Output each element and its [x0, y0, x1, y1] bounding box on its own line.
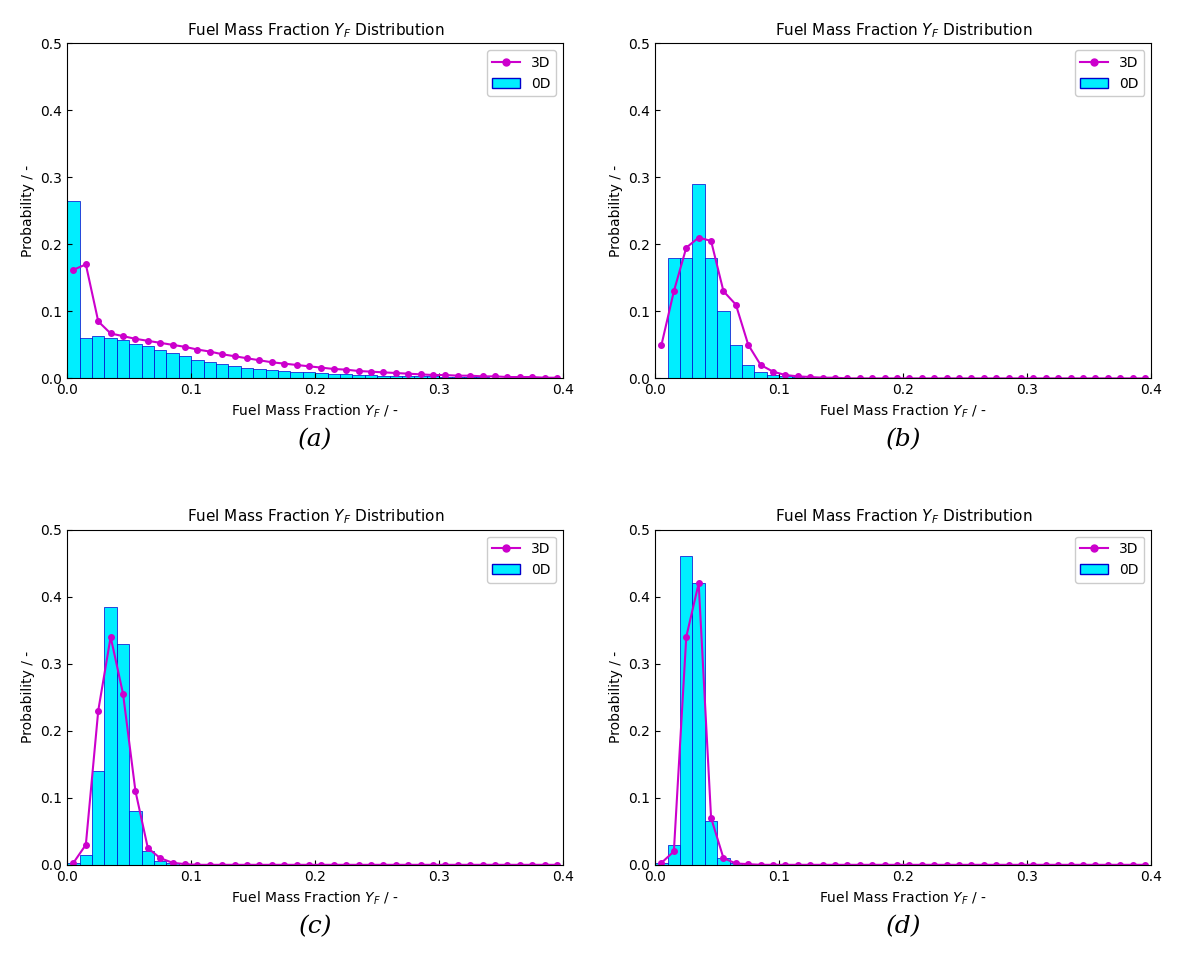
Text: (b): (b)	[886, 429, 922, 452]
X-axis label: Fuel Mass Fraction $Y_F$ / -: Fuel Mass Fraction $Y_F$ / -	[820, 403, 988, 420]
Bar	[228, 366, 241, 379]
Y-axis label: Probability / -: Probability / -	[609, 165, 623, 257]
Text: (d): (d)	[886, 915, 922, 938]
Bar	[328, 374, 340, 379]
Bar	[92, 771, 104, 865]
Title: Fuel Mass Fraction $Y_F$ Distribution: Fuel Mass Fraction $Y_F$ Distribution	[187, 21, 444, 39]
Bar	[655, 863, 667, 865]
Title: Fuel Mass Fraction $Y_F$ Distribution: Fuel Mass Fraction $Y_F$ Distribution	[187, 507, 444, 526]
Bar	[266, 370, 278, 379]
Bar	[755, 372, 767, 379]
Bar	[117, 340, 129, 379]
Bar	[104, 607, 117, 865]
Bar	[203, 363, 216, 379]
Bar	[117, 643, 129, 865]
Bar	[303, 372, 315, 379]
Bar	[79, 339, 92, 379]
Bar	[717, 858, 730, 865]
Bar	[67, 863, 79, 865]
Legend: 3D, 0D: 3D, 0D	[486, 536, 556, 583]
Bar	[67, 200, 79, 379]
Bar	[377, 376, 389, 379]
Bar	[439, 377, 452, 379]
Bar	[667, 845, 680, 865]
Bar	[179, 356, 192, 379]
Bar	[129, 811, 142, 865]
Bar	[452, 377, 464, 379]
Bar	[154, 349, 167, 379]
Bar	[791, 377, 804, 379]
Bar	[680, 556, 692, 865]
Bar	[79, 854, 92, 865]
Title: Fuel Mass Fraction $Y_F$ Distribution: Fuel Mass Fraction $Y_F$ Distribution	[775, 21, 1032, 39]
Bar	[477, 377, 489, 379]
Y-axis label: Probability / -: Probability / -	[21, 651, 34, 743]
Bar	[427, 376, 439, 379]
Bar	[142, 852, 154, 865]
Bar	[402, 376, 414, 379]
Bar	[717, 312, 730, 379]
Bar	[780, 376, 791, 379]
Legend: 3D, 0D: 3D, 0D	[1075, 536, 1144, 583]
Y-axis label: Probability / -: Probability / -	[21, 165, 34, 257]
Bar	[192, 360, 203, 379]
X-axis label: Fuel Mass Fraction $Y_F$ / -: Fuel Mass Fraction $Y_F$ / -	[231, 889, 399, 906]
Bar	[104, 339, 117, 379]
Bar	[705, 258, 717, 379]
Legend: 3D, 0D: 3D, 0D	[1075, 50, 1144, 96]
Bar	[253, 369, 266, 379]
Bar	[315, 373, 328, 379]
Bar	[464, 377, 477, 379]
Bar	[767, 375, 780, 379]
Bar	[730, 863, 742, 865]
Bar	[216, 364, 228, 379]
Bar	[167, 353, 179, 379]
Bar	[129, 343, 142, 379]
Bar	[291, 372, 303, 379]
Bar	[353, 375, 364, 379]
Bar	[414, 376, 427, 379]
Bar	[364, 375, 377, 379]
Text: (c): (c)	[298, 915, 332, 938]
X-axis label: Fuel Mass Fraction $Y_F$ / -: Fuel Mass Fraction $Y_F$ / -	[231, 403, 399, 420]
Bar	[340, 374, 353, 379]
Bar	[692, 184, 705, 379]
Bar	[278, 371, 291, 379]
Bar	[389, 376, 402, 379]
Bar	[167, 863, 179, 865]
Title: Fuel Mass Fraction $Y_F$ Distribution: Fuel Mass Fraction $Y_F$ Distribution	[775, 507, 1032, 526]
Bar	[742, 365, 755, 379]
Bar	[154, 861, 167, 865]
X-axis label: Fuel Mass Fraction $Y_F$ / -: Fuel Mass Fraction $Y_F$ / -	[820, 889, 988, 906]
Bar	[241, 367, 253, 379]
Legend: 3D, 0D: 3D, 0D	[486, 50, 556, 96]
Bar	[705, 821, 717, 865]
Bar	[680, 258, 692, 379]
Bar	[142, 346, 154, 379]
Bar	[692, 583, 705, 865]
Bar	[667, 258, 680, 379]
Bar	[730, 345, 742, 379]
Text: (a): (a)	[298, 429, 332, 452]
Bar	[92, 337, 104, 379]
Y-axis label: Probability / -: Probability / -	[609, 651, 623, 743]
